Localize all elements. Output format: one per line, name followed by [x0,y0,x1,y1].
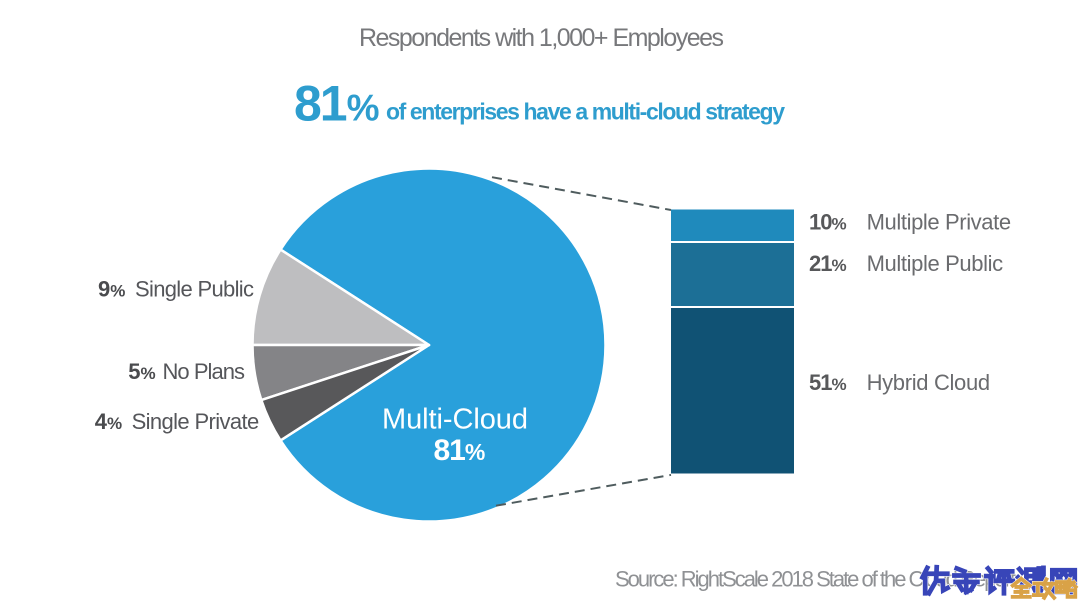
svg-text:21%: 21% [809,251,847,276]
svg-text:Multi-Cloud: Multi-Cloud [382,404,528,436]
svg-text:51%: 51% [809,370,847,395]
svg-text:81%: 81% [434,434,486,467]
svg-text:Multiple Private: Multiple Private [867,209,1012,234]
svg-text:No Plans: No Plans [163,359,246,384]
svg-text:Single Public: Single Public [135,277,254,302]
svg-text:81%: 81% [294,76,380,132]
svg-text:Single Private: Single Private [132,409,260,434]
svg-text:9%: 9% [98,277,125,302]
svg-text:4%: 4% [95,409,122,434]
svg-text:5%: 5% [128,359,155,384]
svg-text:10%: 10% [809,209,847,234]
svg-text:Respondents with 1,000+ Employ: Respondents with 1,000+ Employees [359,24,724,52]
svg-text:Multiple Public: Multiple Public [867,251,1004,276]
svg-text:of enterprises have a multi-cl: of enterprises have a multi-cloud strate… [386,99,785,125]
svg-text:Hybrid Cloud: Hybrid Cloud [867,370,991,395]
